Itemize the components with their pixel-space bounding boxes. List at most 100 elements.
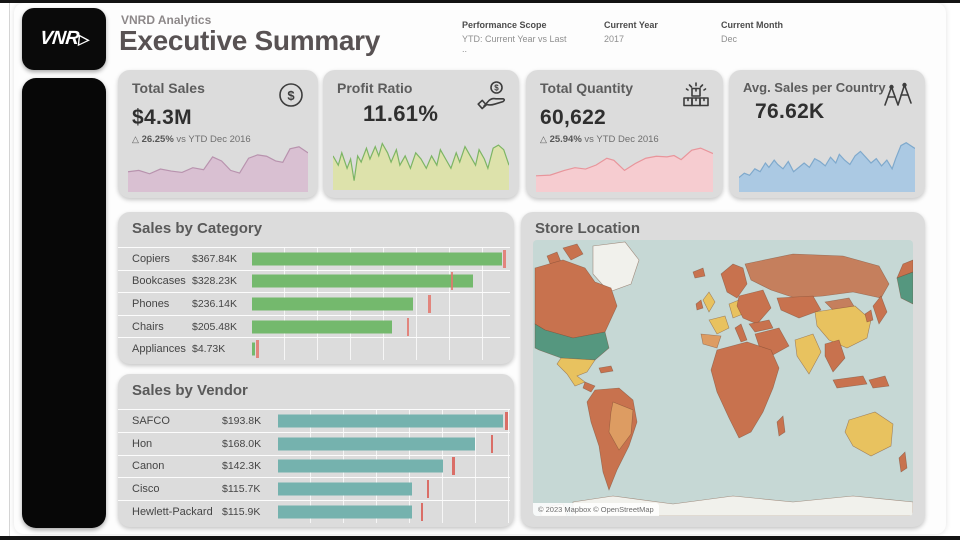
kpi-card-avg-sales-country[interactable]: Avg. Sales per Country 76.62K <box>729 70 925 198</box>
bar-row: SAFCO $193.8K <box>118 409 510 432</box>
bar[interactable] <box>252 342 256 356</box>
row-label: Bookcases <box>132 275 186 288</box>
vnrd-logo: VNR▷ <box>22 8 106 70</box>
row-label: Copiers <box>132 252 170 265</box>
kpi-title: Total Quantity <box>540 80 634 96</box>
svg-text:$: $ <box>494 84 499 93</box>
row-label: Phones <box>132 297 170 310</box>
row-value: $205.48K <box>192 320 237 333</box>
dollar-circle-icon: $ <box>276 80 306 110</box>
map-attribution: © 2023 Mapbox © OpenStreetMap <box>533 503 659 516</box>
row-value: $115.9K <box>222 506 261 519</box>
row-value: $142.3K <box>222 460 262 473</box>
bar-row: Canon $142.3K <box>118 454 510 478</box>
filter-value-dropdown[interactable]: 2017 <box>604 34 625 44</box>
boxes-icon <box>681 80 711 110</box>
row-value: $115.7K <box>222 483 261 496</box>
row-value: $367.84K <box>192 252 237 265</box>
bar-row: Bookcases $328.23K <box>118 269 510 293</box>
filter-value-dropdown[interactable]: YTD: Current Year vs Last .. <box>462 34 567 54</box>
bar-row: Hon $168.0K <box>118 431 510 455</box>
row-label: Chairs <box>132 320 164 333</box>
reference-tick <box>452 457 455 476</box>
kpi-title: Profit Ratio <box>337 80 413 96</box>
row-value: $4.73K <box>192 343 226 356</box>
row-label: Hewlett-Packard <box>132 506 213 519</box>
filter-current-month[interactable]: Current Month Dec <box>721 20 811 54</box>
bar[interactable] <box>278 414 503 428</box>
panel-sales-by-vendor: Sales by Vendor SAFCO $193.8K Hon $168.0… <box>118 374 514 527</box>
bar[interactable] <box>278 459 443 473</box>
bar[interactable] <box>252 252 502 266</box>
filter-current-year[interactable]: Current Year 2017 <box>604 20 689 54</box>
row-value: $193.8K <box>222 414 262 427</box>
reference-tick <box>256 340 259 359</box>
bar[interactable] <box>252 274 474 288</box>
bar[interactable] <box>252 297 413 311</box>
sparkline-avg-sales <box>739 134 915 192</box>
kpi-value: 60,622 <box>540 106 607 129</box>
window-left-edge <box>9 3 10 536</box>
row-value: $168.0K <box>222 437 262 450</box>
bar[interactable] <box>278 437 475 451</box>
bar-track <box>278 501 510 523</box>
reference-tick <box>503 249 506 268</box>
kpi-delta: △ 26.25% vs YTD Dec 2016 <box>132 134 251 145</box>
row-value: $328.23K <box>192 275 237 288</box>
bar-track <box>278 478 510 501</box>
filter-label: Performance Scope <box>462 20 547 30</box>
kpi-value: 76.62K <box>755 100 825 123</box>
delta-triangle-icon: △ <box>540 134 547 144</box>
sparkline-profit-ratio <box>333 128 509 190</box>
reference-tick <box>406 317 410 336</box>
filter-bar: Performance Scope YTD: Current Year vs L… <box>462 20 843 54</box>
reference-tick <box>505 411 508 430</box>
delta-triangle-icon: △ <box>132 134 139 144</box>
bar-row: Hewlett-Packard $115.9K <box>118 500 510 523</box>
reference-tick <box>490 434 494 453</box>
bar-row: Phones $236.14K <box>118 292 510 315</box>
filter-performance-scope[interactable]: Performance Scope YTD: Current Year vs L… <box>462 20 572 54</box>
world-map-svg <box>534 241 913 516</box>
bar[interactable] <box>278 482 413 496</box>
window-top-edge <box>0 0 960 3</box>
kpi-title: Avg. Sales per Country <box>743 80 886 95</box>
kpi-card-total-sales[interactable]: Total Sales $ $4.3M △ 26.25% vs YTD Dec … <box>118 70 318 198</box>
logo-triangle-icon: ▷ <box>77 31 90 47</box>
kpi-card-total-quantity[interactable]: Total Quantity 60,622 △ 25.94% vs YTD De… <box>526 70 723 198</box>
kpi-title: Total Sales <box>132 80 205 96</box>
kpi-card-profit-ratio[interactable]: Profit Ratio $ 11.61% <box>323 70 519 198</box>
nav-sidebar[interactable] <box>22 78 106 528</box>
bar-track <box>278 455 510 478</box>
svg-text:$: $ <box>287 88 295 103</box>
bar-track <box>278 432 510 455</box>
bar-row: Chairs $205.48K <box>118 314 510 338</box>
sparkline-total-sales <box>128 138 308 192</box>
bar-row: Copiers $367.84K <box>118 247 510 270</box>
bar-row: Cisco $115.7K <box>118 477 510 501</box>
row-label: Appliances <box>132 343 186 356</box>
page-title: Executive Summary <box>119 25 381 56</box>
reference-tick <box>420 503 424 522</box>
bar[interactable] <box>278 505 413 519</box>
filter-value-dropdown[interactable]: Dec <box>721 34 738 44</box>
category-bar-chart: Copiers $367.84K Bookcases $328.23K Phon… <box>118 247 510 360</box>
window-bottom-edge <box>0 536 960 540</box>
bar[interactable] <box>252 320 393 334</box>
reference-tick <box>428 294 431 313</box>
bar-track <box>252 248 510 270</box>
panel-title: Store Location <box>535 220 641 237</box>
row-value: $236.14K <box>192 297 237 310</box>
world-map[interactable]: © 2023 Mapbox © OpenStreetMap <box>533 240 913 516</box>
bar-track <box>252 293 510 315</box>
sparkline-total-quantity <box>536 138 713 192</box>
vendor-bar-chart: SAFCO $193.8K Hon $168.0K Canon $142.3K <box>118 409 510 523</box>
bar-track <box>278 410 510 432</box>
trend-peaks-icon <box>883 80 913 110</box>
bar-row: Appliances $4.73K <box>118 337 510 360</box>
row-label: Hon <box>132 437 153 450</box>
kpi-value: $4.3M <box>132 106 192 129</box>
kpi-delta: △ 25.94% vs YTD Dec 2016 <box>540 134 659 145</box>
brand-label: VNRD Analytics <box>121 13 212 27</box>
